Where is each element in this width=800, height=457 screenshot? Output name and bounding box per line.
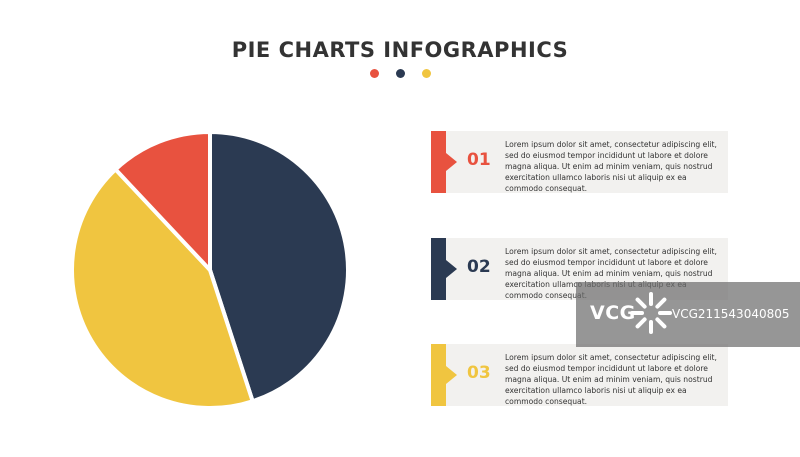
card-3-color-bar (431, 344, 446, 406)
info-card-1: 01 Lorem ipsum dolor sit amet, consectet… (431, 131, 728, 193)
card-1-number: 01 (467, 150, 491, 170)
card-1-arrow-icon (446, 153, 457, 171)
watermark: VCG VCG211543040805 (576, 282, 800, 347)
card-2-arrow-icon (446, 260, 457, 278)
pie-slice-3 (113, 130, 212, 272)
card-2-color-bar (431, 238, 446, 300)
page-title: PIE CHARTS INFOGRAPHICS (231, 38, 569, 62)
card-2-number: 02 (467, 257, 491, 277)
pie-slice-2 (70, 167, 255, 410)
card-1-text: Lorem ipsum dolor sit amet, consectetur … (505, 140, 717, 193)
watermark-logo: VCG (590, 302, 636, 324)
card-1-color-bar (431, 131, 446, 193)
pie-chart (70, 130, 350, 410)
info-card-3: 03 Lorem ipsum dolor sit amet, consectet… (431, 344, 728, 406)
title-dots (0, 69, 800, 79)
red-dot (370, 69, 379, 78)
watermark-text: VCG211543040805 (672, 307, 790, 321)
card-3-arrow-icon (446, 366, 457, 384)
navy-dot (396, 69, 405, 78)
pie-slice-1 (208, 130, 350, 404)
yellow-dot (422, 69, 431, 78)
card-3-text: Lorem ipsum dolor sit amet, consectetur … (505, 353, 717, 406)
watermark-pinwheel-icon (630, 292, 672, 334)
card-3-number: 03 (467, 363, 491, 383)
